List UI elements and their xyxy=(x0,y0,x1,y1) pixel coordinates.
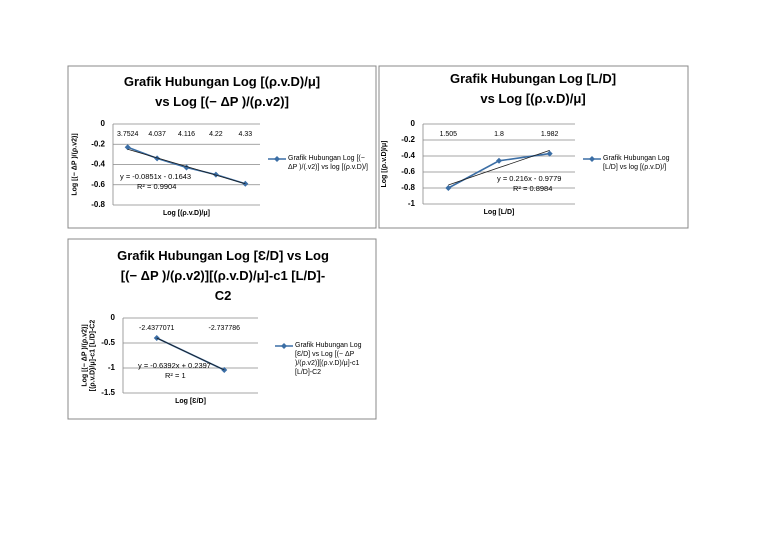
data-point xyxy=(546,150,553,157)
y-tick-label: -0.2 xyxy=(91,139,105,148)
x-tick-label: -2.737786 xyxy=(208,325,240,332)
y-tick-label: -1.5 xyxy=(101,388,115,397)
y-axis-title-box: Log [(− ΔP )/(ρ.v2)][(ρ.v.D)/μ]-c1 [L/D]… xyxy=(81,319,96,392)
trendline-r2: R² = 0.8984 xyxy=(513,184,552,193)
chart-title-box: Grafik Hubungan Log [L/D] vs Log [(ρ.v.D… xyxy=(449,71,617,106)
chart-title: Grafik Hubungan Log [L/D] vs Log [(ρ.v.D… xyxy=(449,71,617,106)
y-tick-label: 0 xyxy=(101,119,106,128)
x-tick-label: 3.7524 xyxy=(117,131,139,138)
x-tick-label: 4.116 xyxy=(178,131,195,138)
y-tick-label: -0.6 xyxy=(401,167,415,176)
legend-label-box: Grafik Hubungan Log [(− ΔP )/(.v2)] vs l… xyxy=(288,155,368,171)
legend-label: Grafik Hubungan Log [Ɛ/D] vs Log [(− ΔP … xyxy=(295,342,362,376)
y-tick-label: -1 xyxy=(108,363,116,372)
x-axis-title: Log [L/D] xyxy=(484,209,515,216)
x-axis-title: Log [Ɛ/D] xyxy=(175,398,206,405)
y-tick-label: -1 xyxy=(408,199,416,208)
x-axis-title: Log [(ρ.v.D)/μ] xyxy=(163,210,210,217)
y-tick-label: -0.6 xyxy=(91,180,105,189)
y-tick-label: -0.2 xyxy=(401,135,415,144)
y-axis-title: Log [(− ΔP )/(ρ.v2)] xyxy=(71,133,78,196)
legend-label: Grafik Hubungan Log [(− ΔP )/(.v2)] vs l… xyxy=(288,155,368,171)
chart-frame xyxy=(67,65,377,229)
legend-marker xyxy=(274,156,280,162)
data-point xyxy=(445,185,452,191)
chart-title-box: Grafik Hubungan Log [(ρ.v.D)/μ] vs Log [… xyxy=(123,74,321,109)
data-point xyxy=(221,367,228,373)
legend-label-box: Grafik Hubungan Log [Ɛ/D] vs Log [(− ΔP … xyxy=(295,342,362,376)
y-tick-label: -0.8 xyxy=(91,200,105,209)
trendline-equation: y = 0.216x - 0.9779 xyxy=(497,174,561,183)
trendline xyxy=(448,150,550,186)
x-tick-label: 1.505 xyxy=(440,131,458,138)
x-tick-label: 1.8 xyxy=(494,131,504,138)
chart-title-box: Grafik Hubungan Log [Ɛ/D] vs Log [(− ΔP … xyxy=(117,248,329,303)
y-tick-label: 0 xyxy=(411,119,416,128)
chart-title: Grafik Hubungan Log [(ρ.v.D)/μ] vs Log [… xyxy=(123,74,321,109)
data-point xyxy=(496,157,502,164)
y-axis-title-box: Log [(ρ.v.D)/μ] xyxy=(381,140,388,188)
trendline-r2: R² = 0.9904 xyxy=(137,182,176,191)
trendline-r2: R² = 1 xyxy=(165,371,186,380)
trendline xyxy=(156,337,225,371)
data-point xyxy=(154,155,161,162)
legend-marker xyxy=(589,156,595,162)
x-tick-label: 4.22 xyxy=(209,131,223,138)
data-point xyxy=(212,171,219,178)
chart-title: Grafik Hubungan Log [Ɛ/D] vs Log [(− ΔP … xyxy=(117,248,329,303)
y-tick-label: -0.5 xyxy=(101,338,115,347)
y-axis-title: Log [(− ΔP )/(ρ.v2)][(ρ.v.D)/μ]-c1 [L/D]… xyxy=(81,319,96,392)
legend-marker xyxy=(281,343,287,349)
trendline-equation: y = -0.6392x + 0.2397 xyxy=(138,361,211,370)
x-tick-label: 4.037 xyxy=(148,131,166,138)
data-point xyxy=(124,144,131,151)
trendline-equation: y = -0.0851x - 0.1643 xyxy=(120,172,191,181)
y-tick-label: 0 xyxy=(111,313,116,322)
y-tick-label: -0.8 xyxy=(401,183,415,192)
legend-label: Grafik Hubungan Log [L/D] vs log [(ρ.v.D… xyxy=(603,155,670,171)
x-tick-label: 4.33 xyxy=(238,131,252,138)
legend-label-box: Grafik Hubungan Log [L/D] vs log [(ρ.v.D… xyxy=(603,155,670,171)
chart-frame xyxy=(67,238,377,420)
y-axis-title: Log [(ρ.v.D)/μ] xyxy=(381,140,388,188)
y-tick-label: -0.4 xyxy=(401,151,415,160)
y-tick-label: -0.4 xyxy=(91,160,105,169)
trendline xyxy=(127,148,246,185)
y-axis-title-box: Log [(− ΔP )/(ρ.v2)] xyxy=(71,133,78,196)
chart-frame xyxy=(378,65,689,229)
x-tick-label: 1.982 xyxy=(541,131,559,138)
x-tick-label: -2.4377071 xyxy=(139,325,175,332)
